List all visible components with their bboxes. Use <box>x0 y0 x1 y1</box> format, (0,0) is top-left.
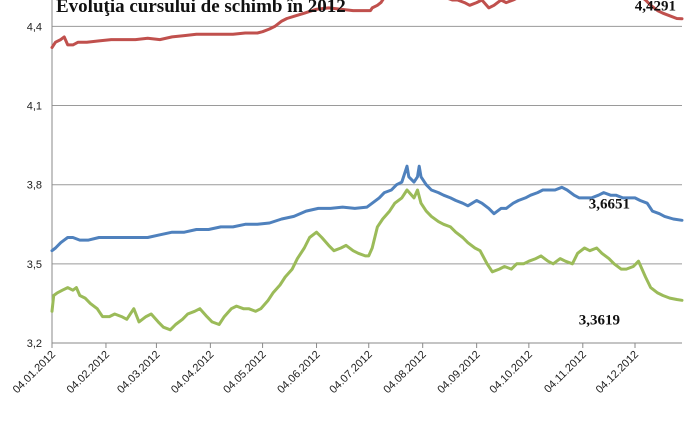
end-value-label-3: 3,3619 <box>579 312 620 328</box>
end-value-labels: 4,4291 3,6651 3,3619 <box>579 0 676 328</box>
y-tick-label: 3,2 <box>27 338 42 350</box>
y-tick-label: 3,8 <box>27 180 42 192</box>
chart-title: Evoluţia cursului de schimb în 2012 <box>56 0 346 17</box>
x-tick-label: 04.07.2012 <box>327 349 374 396</box>
end-value-label-2: 3,6651 <box>589 196 630 212</box>
x-tick-label: 04.04.2012 <box>169 349 216 396</box>
x-tick-label: 04.12.2012 <box>594 349 641 396</box>
x-tick-label: 04.08.2012 <box>381 349 428 396</box>
x-tick-labels: 04.01.2012 04.02.2012 04.03.2012 04.04.2012… <box>11 349 641 396</box>
x-tick-label: 04.09.2012 <box>435 349 482 396</box>
x-tick-label: 04.06.2012 <box>275 349 322 396</box>
y-tick-label: 4,1 <box>27 101 42 113</box>
y-tick-label: 3,5 <box>27 259 42 271</box>
x-tick-label: 04.02.2012 <box>65 349 112 396</box>
series-line-3 <box>50 188 684 332</box>
end-value-label-1: 4,4291 <box>635 0 676 15</box>
x-tick-label: 04.05.2012 <box>221 349 268 396</box>
x-tick-label: 04.11.2012 <box>542 349 589 396</box>
series-line-1 <box>50 0 684 49</box>
x-tick-label: 04.01.2012 <box>11 349 58 396</box>
y-tick-label: 4,4 <box>27 21 42 33</box>
y-tick-labels: 3,2 3,5 3,8 4,1 4,4 <box>27 21 42 350</box>
x-tick-label: 04.10.2012 <box>488 349 535 396</box>
x-tick-label: 04.03.2012 <box>115 349 162 396</box>
series-lines <box>50 0 684 332</box>
axes <box>51 0 682 348</box>
series-line-2 <box>50 164 684 253</box>
gridlines <box>52 25 682 265</box>
